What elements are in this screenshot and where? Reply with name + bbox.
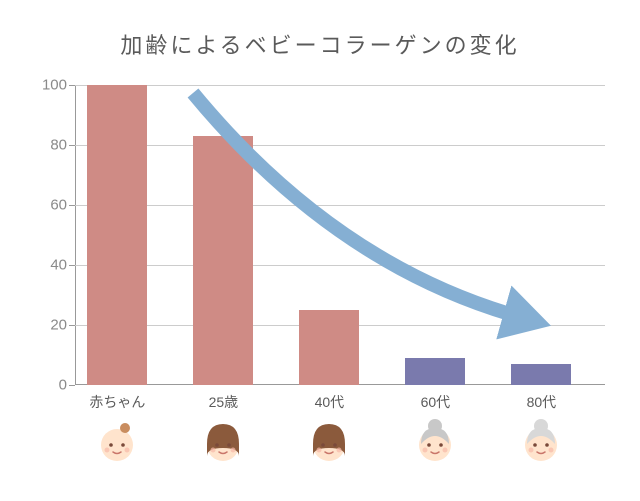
bars-group	[75, 85, 605, 385]
bar-4	[511, 364, 571, 385]
x-axis-labels: 赤ちゃん 25歳 40代 60代 80代	[75, 392, 605, 412]
y-tick-label: 20	[50, 317, 67, 334]
y-tick-label: 60	[50, 197, 67, 214]
y-tick-label: 80	[50, 137, 67, 154]
y-tick-mark	[69, 385, 75, 386]
bar-0	[87, 85, 147, 385]
baby-icon	[92, 418, 142, 468]
age-icons-row	[75, 418, 605, 478]
y-tick-label: 40	[50, 257, 67, 274]
y-tick-label: 0	[59, 377, 67, 394]
x-label-3: 60代	[421, 392, 451, 412]
y-axis-labels: 020406080100	[35, 85, 75, 385]
chart-plot-area: 020406080100	[75, 85, 605, 385]
woman-60s-icon	[410, 418, 460, 468]
woman-40s-icon	[304, 418, 354, 468]
x-label-2: 40代	[315, 392, 345, 412]
young-woman-icon	[198, 418, 248, 468]
chart-title: 加齢によるベビーコラーゲンの変化	[0, 0, 640, 60]
x-label-0: 赤ちゃん	[89, 392, 145, 412]
woman-80s-icon	[516, 418, 566, 468]
y-tick-label: 100	[42, 77, 67, 94]
bar-1	[193, 136, 253, 385]
bar-2	[299, 310, 359, 385]
bar-3	[405, 358, 465, 385]
x-label-4: 80代	[527, 392, 557, 412]
x-label-1: 25歳	[209, 392, 239, 412]
